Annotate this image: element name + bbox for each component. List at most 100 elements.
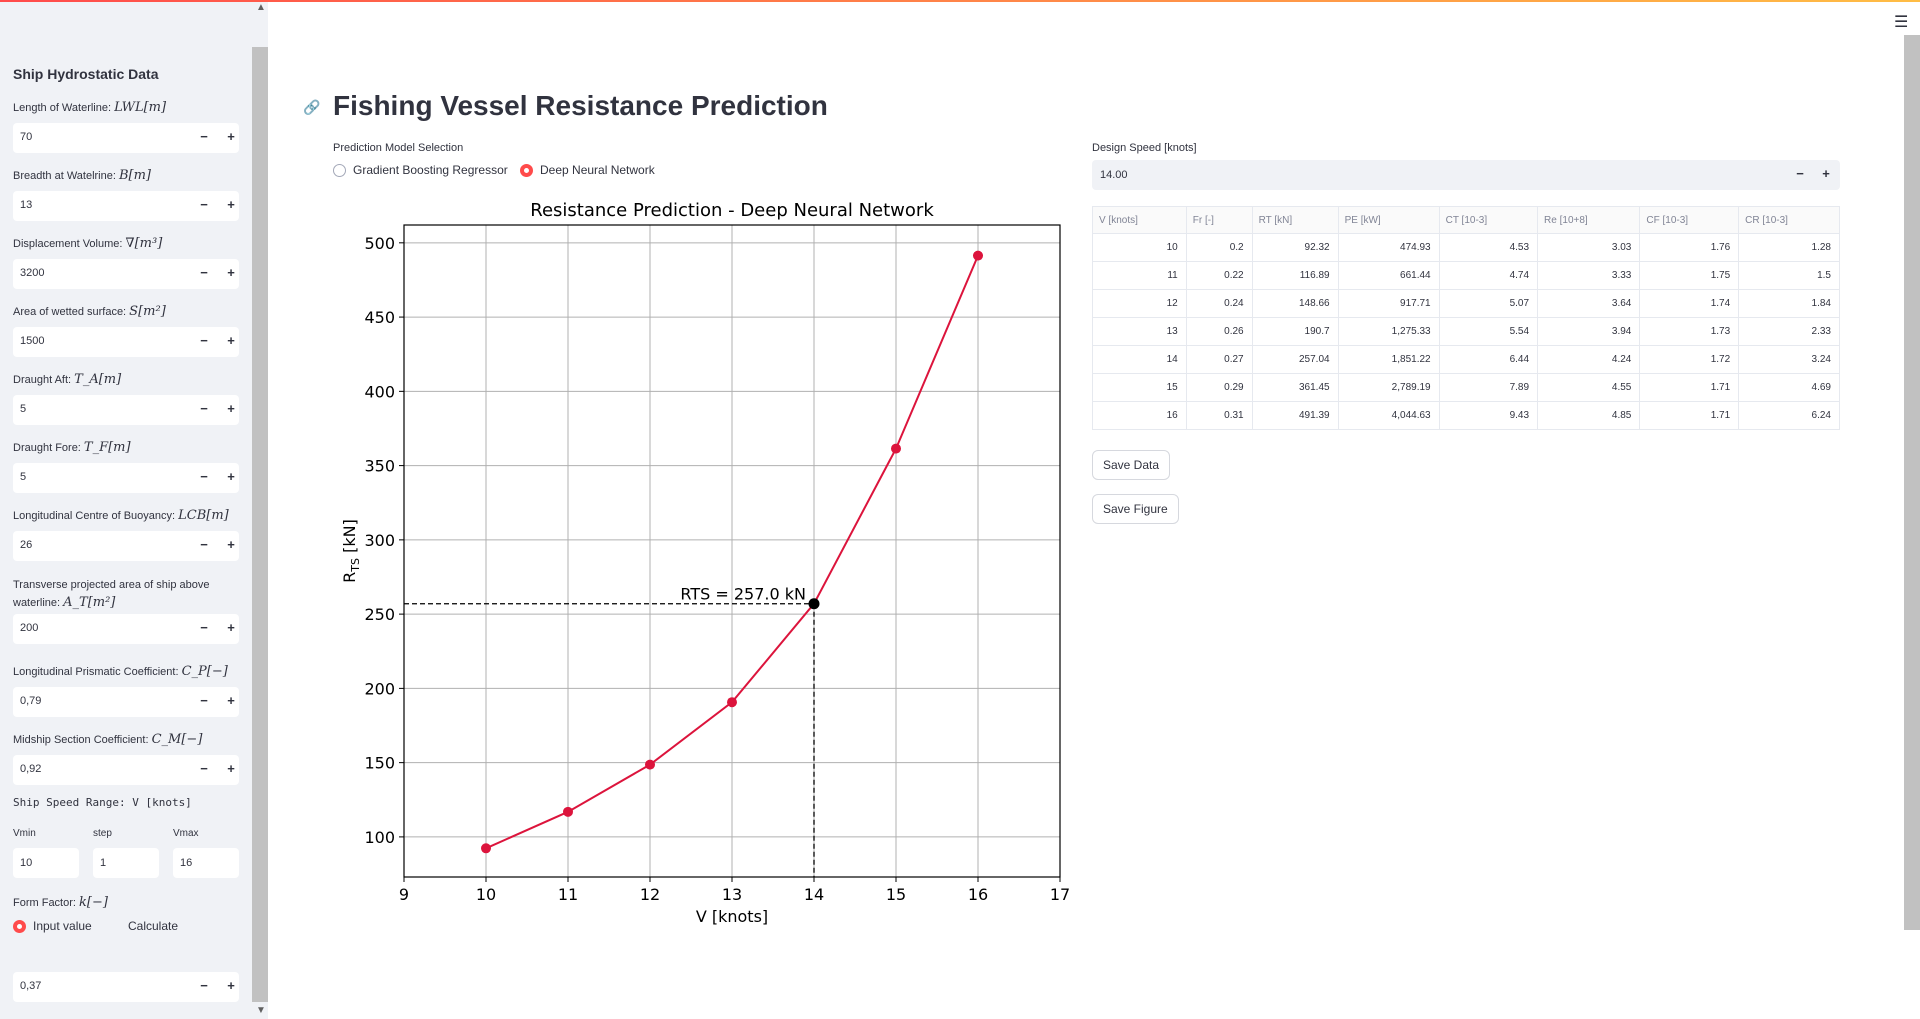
y-tick-label: 450 [364,308,395,327]
table-cell: 5.07 [1438,289,1539,318]
table-cell: 0.24 [1185,289,1253,318]
table-cell: 16 [1092,401,1187,430]
field-label-0: Length of Waterline: LWL[m] [13,100,167,115]
increment-button[interactable]: + [227,265,235,280]
sidebar-scrollbar[interactable]: ▲ ▼ [252,2,268,1019]
save-data-button[interactable]: Save Data [1092,450,1171,480]
hamburger-menu-icon[interactable]: ☰ [1894,14,1909,31]
x-tick-label: 14 [804,885,824,904]
scroll-up-icon[interactable]: ▲ [256,2,266,13]
ff-radio-input-value[interactable] [13,920,26,933]
field-value: 0,79 [20,695,42,707]
table-cell: 190.7 [1251,317,1339,346]
decrement-button[interactable]: − [200,197,208,212]
table-header[interactable]: Re [10+8] [1537,206,1641,234]
field-input-0[interactable]: 70 − + [13,123,239,153]
field-input-5[interactable]: 5 − + [13,463,239,493]
model-radio-dnn[interactable] [520,164,533,177]
table-row: 16 0.31 491.39 4,044.63 9.43 4.85 1.71 6.24 [1092,401,1840,430]
design-speed-input[interactable]: 14.00 − + [1092,160,1840,190]
table-header[interactable]: CF [10-3] [1639,206,1740,234]
decrement-button[interactable]: − [200,537,208,552]
decrement-button[interactable]: − [200,469,208,484]
table-header[interactable]: Fr [-] [1185,206,1253,234]
decrement-button[interactable]: − [200,620,208,635]
increment-button[interactable]: + [227,197,235,212]
table-cell: 4.53 [1438,233,1539,262]
field-value: 13 [20,199,33,211]
table-cell: 0.31 [1185,401,1253,430]
table-cell: 3.24 [1738,345,1840,374]
table-header-row: V [knots] Fr [-] RT [kN] PE [kW] CT [10-3] Re… [1092,206,1840,234]
increment-button[interactable]: + [227,693,235,708]
field-input-9[interactable]: 0,92 − + [13,755,239,785]
model-selection-label: Prediction Model Selection [333,142,464,154]
increment-button[interactable]: + [227,401,235,416]
decrement-button[interactable]: − [200,333,208,348]
design-speed-increment-button[interactable]: + [1822,166,1830,181]
design-point-annotation: RTS = 257.0 kN [680,585,806,604]
field-input-7[interactable]: 200 − + [13,614,239,644]
table-header[interactable]: CT [10-3] [1438,206,1539,234]
form-factor-input[interactable]: 0,37 − + [13,972,239,1002]
field-value: 5 [20,403,27,415]
save-figure-button[interactable]: Save Figure [1092,494,1179,524]
form-factor-decrement-button[interactable]: − [200,978,208,993]
table-cell: 116.89 [1251,261,1339,290]
decrement-button[interactable]: − [200,401,208,416]
increment-button[interactable]: + [227,761,235,776]
main-scrollbar[interactable] [1904,35,1920,930]
decrement-button[interactable]: − [200,129,208,144]
field-value: 200 [20,622,39,634]
increment-button[interactable]: + [227,333,235,348]
table-header[interactable]: RT [kN] [1251,206,1339,234]
link-icon[interactable]: 🔗 [303,99,321,115]
data-point [973,250,983,261]
table-header[interactable]: PE [kW] [1337,206,1440,234]
table-cell: 6.44 [1438,345,1539,374]
table-cell: 7.89 [1438,373,1539,402]
x-axis-label: V [knots] [696,907,768,926]
vmin-input[interactable]: 10 [13,848,79,878]
decrement-button[interactable]: − [200,265,208,280]
field-label-5: Draught Fore: T_F[m] [13,440,131,455]
decrement-button[interactable]: − [200,693,208,708]
field-input-2[interactable]: 3200 − + [13,259,239,289]
table-cell: 0.22 [1185,261,1253,290]
increment-button[interactable]: + [227,537,235,552]
table-row: 12 0.24 148.66 917.71 5.07 3.64 1.74 1.84 [1092,289,1840,318]
y-tick-label: 250 [364,605,395,624]
table-header[interactable]: CR [10-3] [1738,206,1840,234]
field-input-3[interactable]: 1500 − + [13,327,239,357]
form-factor-increment-button[interactable]: + [227,978,235,993]
increment-button[interactable]: + [227,129,235,144]
field-input-8[interactable]: 0,79 − + [13,687,239,717]
design-speed-value: 14.00 [1100,169,1128,181]
table-cell: 257.04 [1251,345,1339,374]
field-input-1[interactable]: 13 − + [13,191,239,221]
field-input-6[interactable]: 26 − + [13,531,239,561]
table-header[interactable]: V [knots] [1092,206,1187,234]
model-radio-gbr[interactable] [333,164,346,177]
data-point [645,759,655,770]
data-point [563,806,573,817]
increment-button[interactable]: + [227,469,235,484]
field-value: 0,92 [20,763,42,775]
step-input[interactable]: 1 [93,848,159,878]
sidebar-scroll-thumb[interactable] [252,47,268,1002]
vmax-input[interactable]: 16 [173,848,239,878]
increment-button[interactable]: + [227,620,235,635]
table-cell: 661.44 [1337,261,1440,290]
table-cell: 1,275.33 [1337,317,1440,346]
scroll-down-icon[interactable]: ▼ [256,1005,266,1016]
table-cell: 361.45 [1251,373,1339,402]
design-speed-decrement-button[interactable]: − [1796,166,1804,181]
field-input-4[interactable]: 5 − + [13,395,239,425]
decrement-button[interactable]: − [200,761,208,776]
ff-radio-calculate[interactable] [110,920,123,933]
field-value: 70 [20,131,33,143]
model-radio-dnn-label: Deep Neural Network [540,163,655,177]
table-cell: 917.71 [1337,289,1440,318]
table-cell: 9.43 [1438,401,1539,430]
results-table[interactable]: V [knots] Fr [-] RT [kN] PE [kW] CT [10-3] Re… [1092,206,1840,430]
